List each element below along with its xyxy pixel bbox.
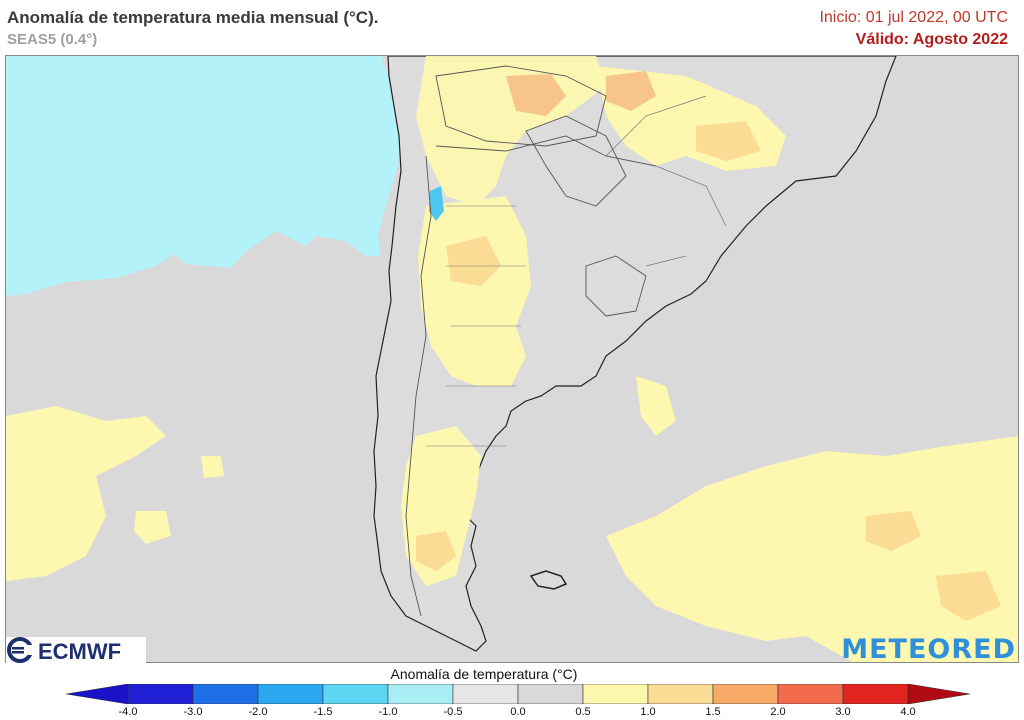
border-paraguay [525, 115, 627, 207]
colorbar-tick-label: 2.0 [770, 706, 786, 718]
cold-spot-andes [429, 186, 444, 221]
colorbar-tick-label: 1.0 [640, 706, 656, 718]
colorbar-segment [517, 684, 584, 704]
warm-spot-3 [446, 236, 501, 286]
colorbar-tick-label: -3.0 [183, 706, 203, 718]
colorbar-segment [712, 684, 779, 704]
colorbar-tick-label: 3.0 [835, 706, 851, 718]
model-subtitle: SEAS5 (0.4°) [7, 31, 98, 48]
warm-spot-atlantic-1 [866, 511, 921, 551]
header: Anomalía de temperatura media mensual (°… [0, 0, 1024, 52]
colorbar-segment [322, 684, 389, 704]
anomaly-map [5, 55, 1019, 663]
meteored-logo: METEORED [841, 634, 1016, 665]
border-bolivia [435, 65, 607, 147]
colorbar-segment [387, 684, 454, 704]
colorbar-segment [582, 684, 649, 704]
warm-south-atlantic [606, 436, 1018, 662]
map-canvas [6, 56, 1018, 662]
warm-spot-pacific [134, 511, 171, 544]
colorbar-tick-label: -1.5 [313, 706, 333, 718]
border-argentina-north [435, 135, 657, 167]
colorbar-segment [127, 684, 194, 704]
colorbar-title: Anomalía de temperatura (°C) [390, 666, 578, 682]
colorbar-over-arrow [907, 684, 970, 704]
colorbar-segment [777, 684, 844, 704]
colorbar-tick-label: 1.5 [705, 706, 721, 718]
colorbar-under-arrow [66, 684, 129, 704]
colorbar-tick-label: 0.0 [510, 706, 526, 718]
pacific-cold-region [6, 56, 401, 296]
warm-spot-5 [696, 121, 761, 161]
warm-south-pacific [6, 406, 166, 581]
colorbar-tick-label: -2.0 [248, 706, 268, 718]
warm-spot-atlantic-2 [936, 571, 1001, 621]
map-title: Anomalía de temperatura media mensual (°… [7, 8, 379, 27]
colorbar-segment [192, 684, 259, 704]
colorbar-tick-label: 4.0 [900, 706, 916, 718]
warm-spot-4 [416, 531, 456, 571]
border-uruguay [585, 255, 647, 317]
warm-south-atlantic-2 [636, 376, 676, 436]
valid-period: Válido: Agosto 2022 [855, 31, 1008, 48]
colorbar-tick-label: 0.5 [575, 706, 591, 718]
warm-spot-pacific-2 [201, 456, 224, 478]
colorbar-segment [647, 684, 714, 704]
warm-spot-2 [606, 71, 656, 111]
border-brazil-states [605, 95, 727, 267]
ecmwf-logo-text: ECMWF [38, 639, 122, 664]
colorbar-tick-label: -0.5 [443, 706, 463, 718]
colorbar-segment [452, 684, 519, 704]
colorbar-tick-label: -1.0 [378, 706, 398, 718]
ecmwf-emblem-icon [7, 637, 34, 663]
colorbar-segment [842, 684, 909, 704]
init-time: Inicio: 01 jul 2022, 00 UTC [819, 9, 1008, 26]
colorbar [66, 684, 970, 704]
falklands [529, 570, 568, 590]
colorbar-tick-label: -4.0 [118, 706, 138, 718]
ecmwf-logo: ECMWF [6, 637, 146, 664]
warm-spot-1 [506, 74, 566, 116]
border-chile-argentina [405, 155, 432, 617]
warm-central-argentina [418, 196, 531, 386]
border-argentina-provinces [426, 205, 526, 447]
colorbar-segment [257, 684, 324, 704]
